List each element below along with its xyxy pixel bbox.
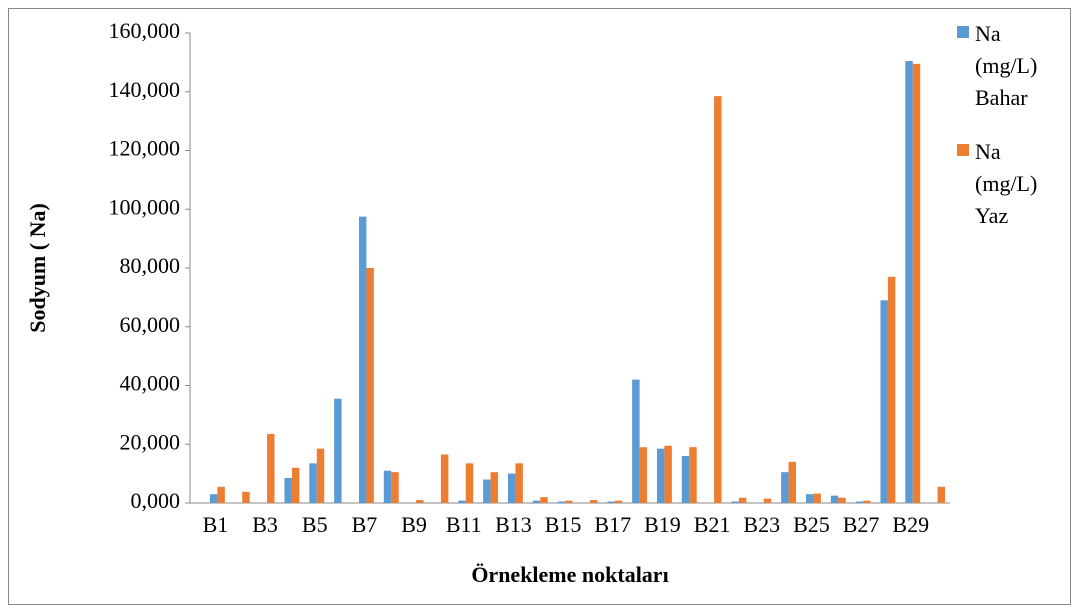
bar <box>880 300 888 503</box>
bar <box>887 276 896 503</box>
bar <box>507 473 516 503</box>
y-tick-label: 160,000 <box>109 18 181 43</box>
bar <box>565 500 573 503</box>
bar <box>291 467 300 503</box>
bar <box>217 486 225 503</box>
x-tick-label: B21 <box>694 512 731 537</box>
x-tick-label: B19 <box>644 512 681 537</box>
bar <box>465 463 474 503</box>
bar <box>681 456 690 503</box>
bar <box>366 268 374 503</box>
y-tick-label: 0,000 <box>131 488 181 513</box>
chart-border <box>8 8 1071 605</box>
bar <box>607 501 615 503</box>
bar <box>242 491 250 503</box>
y-tick-label: 20,000 <box>120 429 181 454</box>
bar <box>309 463 317 503</box>
bar <box>383 470 392 503</box>
bar <box>334 398 342 503</box>
bar <box>838 497 846 503</box>
bar <box>905 60 913 503</box>
x-tick-label: B5 <box>302 512 328 537</box>
bar <box>632 379 640 503</box>
y-tick-label: 60,000 <box>120 312 181 337</box>
bar <box>788 461 797 503</box>
bar <box>731 501 739 503</box>
x-tick-label: B15 <box>545 512 582 537</box>
legend-swatch <box>957 26 969 38</box>
bar <box>490 472 499 503</box>
bar <box>656 448 665 503</box>
bar <box>557 501 566 503</box>
bar <box>358 216 367 503</box>
x-tick-label: B27 <box>843 512 880 537</box>
x-tick-label: B29 <box>892 512 929 537</box>
legend-label: Na (mg/L) Yaz <box>975 139 1038 228</box>
x-tick-label: B1 <box>203 512 229 537</box>
bar <box>863 500 871 503</box>
y-tick-label: 140,000 <box>109 77 181 102</box>
y-axis-label: Sodyum ( Na) <box>25 203 50 333</box>
x-tick-label: B13 <box>495 512 532 537</box>
bar <box>639 447 648 503</box>
bar <box>483 479 491 503</box>
bar <box>532 500 541 503</box>
bar <box>781 472 789 503</box>
legend-item: Na (mg/L) Bahar <box>957 18 1067 114</box>
x-tick-label: B9 <box>401 512 427 537</box>
y-tick-label: 100,000 <box>109 194 181 219</box>
x-tick-label: B23 <box>743 512 780 537</box>
bar <box>316 448 325 503</box>
x-axis-label: Örnekleme noktaları <box>471 562 668 587</box>
bar <box>267 433 275 503</box>
x-tick-label: B17 <box>594 512 631 537</box>
y-tick-label: 40,000 <box>120 371 181 396</box>
bar <box>830 495 839 503</box>
bar <box>589 500 598 503</box>
y-tick-label: 120,000 <box>109 136 181 161</box>
bar <box>614 500 623 503</box>
legend-swatch <box>957 144 969 156</box>
bar <box>391 472 399 503</box>
bar <box>689 447 697 503</box>
bar <box>209 494 218 503</box>
bar <box>855 501 864 503</box>
bar <box>714 96 722 503</box>
bar <box>738 497 747 503</box>
legend-item: Na (mg/L) Yaz <box>957 136 1067 232</box>
x-tick-label: B25 <box>793 512 830 537</box>
x-tick-label: B3 <box>252 512 278 537</box>
bar <box>515 463 523 503</box>
legend-label: Na (mg/L) Bahar <box>975 21 1038 110</box>
bar <box>805 494 814 503</box>
bar <box>912 63 921 503</box>
bar <box>458 500 466 503</box>
bar <box>813 493 821 503</box>
bar <box>540 497 548 503</box>
y-tick-label: 80,000 <box>120 253 181 278</box>
bar <box>763 498 772 503</box>
bar <box>664 445 672 503</box>
bar <box>284 478 292 503</box>
bar <box>416 500 424 503</box>
x-tick-label: B7 <box>352 512 378 537</box>
bar <box>440 454 449 503</box>
x-tick-label: B11 <box>446 512 482 537</box>
bar <box>937 486 946 503</box>
